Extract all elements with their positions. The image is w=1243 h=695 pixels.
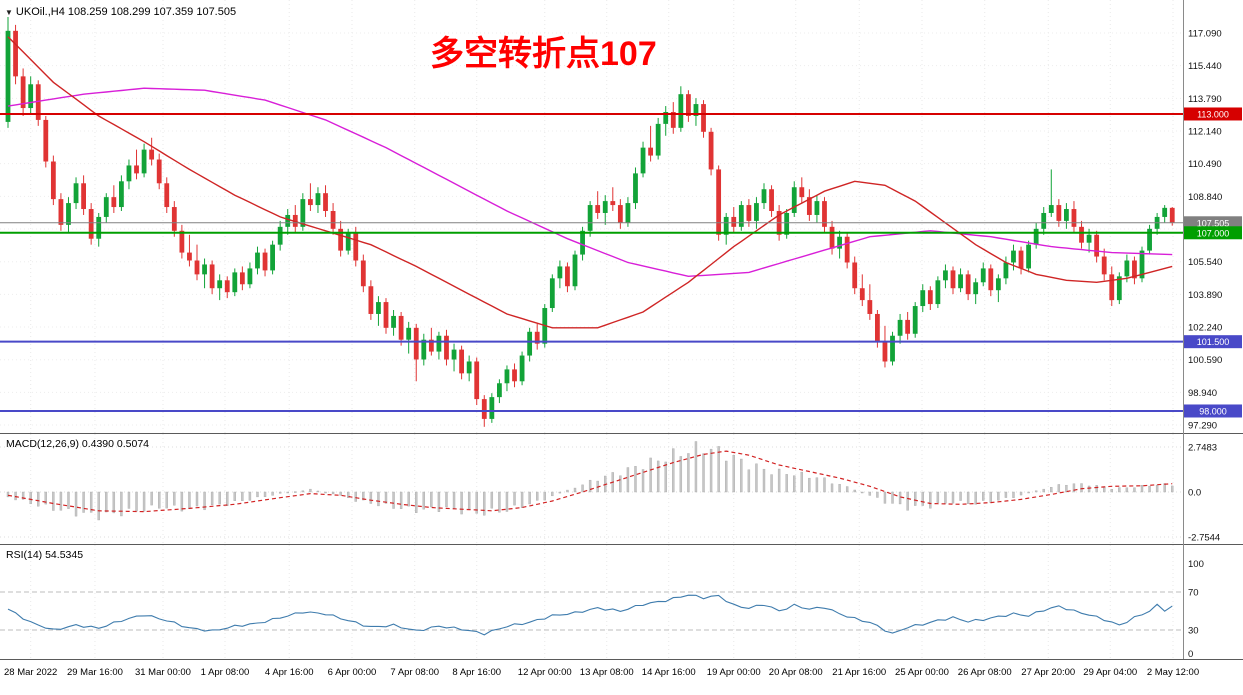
time-axis-label: 21 Apr 16:00 xyxy=(832,667,887,678)
rsi-axis-label: 70 xyxy=(1188,588,1199,599)
candles-layer xyxy=(5,16,1175,427)
price-axis-label: 113.790 xyxy=(1188,94,1222,105)
price-axis-label: 108.840 xyxy=(1188,192,1222,203)
time-axis-label: 26 Apr 08:00 xyxy=(957,667,1012,678)
svg-text:98.000: 98.000 xyxy=(1199,406,1227,416)
time-axis-label: 29 Mar 16:00 xyxy=(66,667,123,678)
time-axis-label: 13 Apr 08:00 xyxy=(579,667,634,678)
time-axis-label: 20 Apr 08:00 xyxy=(768,667,823,678)
price-axis-label: 102.240 xyxy=(1188,323,1222,334)
macd-histogram xyxy=(6,441,1174,521)
time-axis-label: 19 Apr 00:00 xyxy=(706,667,761,678)
time-axis-label: 4 Apr 16:00 xyxy=(264,667,314,678)
rsi-axis-label: 0 xyxy=(1188,649,1193,659)
macd-axis-label: -2.7544 xyxy=(1188,533,1220,544)
rsi-axis-label: 100 xyxy=(1188,559,1204,570)
collapse-arrow-icon[interactable]: ▼ xyxy=(5,8,13,17)
price-axis-label: 112.140 xyxy=(1188,127,1222,138)
price-axis-label: 97.290 xyxy=(1188,421,1217,432)
time-axis-label: 2 May 12:00 xyxy=(1146,667,1200,678)
time-axis-label: 12 Apr 00:00 xyxy=(517,667,572,678)
macd-panel-canvas[interactable]: 2.7483 0.0 -2.7544 xyxy=(0,434,1243,544)
macd-axis-label: 0.0 xyxy=(1188,488,1201,499)
symbol-ohlc-readout: ▼ UKOil.,H4 108.259 108.299 107.359 107.5… xyxy=(5,6,236,18)
price-axis-label: 100.590 xyxy=(1188,355,1222,366)
ohlc-text: UKOil.,H4 108.259 108.299 107.359 107.50… xyxy=(15,6,237,18)
time-axis-label: 14 Apr 16:00 xyxy=(641,667,696,678)
time-axis-label: 7 Apr 08:00 xyxy=(390,667,440,678)
svg-text:107.000: 107.000 xyxy=(1197,228,1230,238)
ma-magenta-line xyxy=(7,87,1173,278)
price-axis-label: 103.890 xyxy=(1188,290,1222,301)
time-axis-label: 6 Apr 00:00 xyxy=(327,667,377,678)
time-axis-label: 8 Apr 16:00 xyxy=(452,667,502,678)
price-badge: 101.500 xyxy=(1184,335,1242,349)
panel-divider[interactable] xyxy=(0,544,1243,545)
price-badge: 107.505 xyxy=(1184,216,1242,230)
svg-text:101.500: 101.500 xyxy=(1197,337,1230,347)
price-scale-border[interactable] xyxy=(1183,0,1184,660)
price-badge: 107.000 xyxy=(1184,226,1242,240)
time-axis-label: 28 Mar 2022 xyxy=(4,667,58,678)
svg-text:107.505: 107.505 xyxy=(1197,218,1230,228)
price-axis-label: 98.940 xyxy=(1188,388,1217,399)
rsi-indicator-label: RSI(14) 54.5345 xyxy=(6,549,84,561)
rsi-line xyxy=(7,594,1173,636)
svg-text:113.000: 113.000 xyxy=(1197,109,1229,119)
price-axis-label: 115.440 xyxy=(1188,61,1222,72)
price-axis-label: 105.540 xyxy=(1188,257,1222,268)
time-axis-label: 25 Apr 00:00 xyxy=(895,667,949,678)
panel-divider[interactable] xyxy=(0,433,1243,434)
rsi-axis-label: 30 xyxy=(1188,626,1199,637)
price-axis-label: 110.490 xyxy=(1188,159,1222,170)
price-badge: 98.000 xyxy=(1184,404,1242,418)
macd-signal-line xyxy=(7,450,1173,513)
price-panel-canvas[interactable]: 117.090 115.440 113.790 112.140 110.490 108.8… xyxy=(0,0,1243,434)
time-axis-label: 31 Mar 00:00 xyxy=(134,667,191,678)
time-axis-label: 27 Apr 20:00 xyxy=(1021,667,1076,678)
price-axis-label: 117.090 xyxy=(1188,29,1222,40)
time-axis[interactable]: 28 Mar 2022 29 Mar 16:00 31 Mar 00:00 1 Apr… xyxy=(0,659,1243,695)
time-axis-label: 29 Apr 04:00 xyxy=(1083,667,1138,678)
chart-annotation-text[interactable]: 多空转折点107 xyxy=(430,35,657,73)
macd-indicator-label: MACD(12,26,9) 0.4390 0.5074 xyxy=(6,438,150,450)
time-axis-label: 1 Apr 08:00 xyxy=(200,667,250,678)
price-badge: 113.000 xyxy=(1184,107,1242,121)
ma-red-line xyxy=(7,36,1173,329)
rsi-panel-canvas[interactable]: 100 70 30 0 xyxy=(0,545,1243,659)
macd-axis-label: 2.7483 xyxy=(1188,443,1217,454)
